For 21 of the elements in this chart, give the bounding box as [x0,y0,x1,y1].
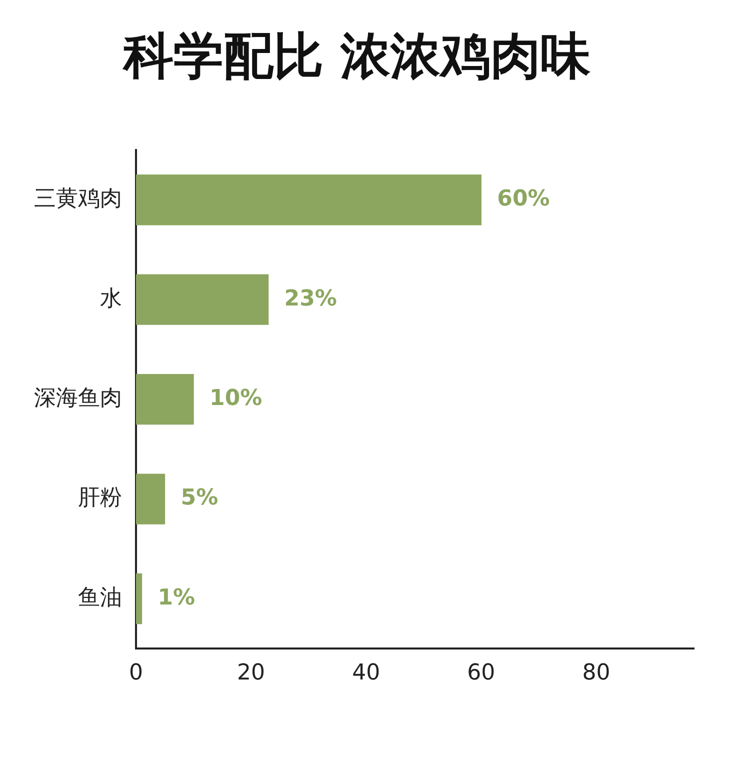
data-label: 60% [497,186,550,212]
x-tick-label: 0 [129,660,143,686]
y-tick-label: 深海鱼肉 [34,386,122,412]
chart-title: 科学配比 浓浓鸡肉味 [121,26,592,85]
y-tick-label: 鱼油 [78,585,122,610]
bar [136,274,269,325]
bar [136,573,142,624]
data-label: 10% [210,386,262,412]
data-label: 5% [180,486,218,511]
bar [136,474,166,524]
y-tick-label: 肝粉 [78,486,122,511]
x-tick-label: 80 [582,660,610,686]
y-tick-label: 三黄鸡肉 [34,186,122,212]
y-tick-label: 水 [100,286,122,312]
bar [136,374,194,425]
data-label: 1% [158,585,196,610]
data-label: 23% [284,286,337,312]
x-tick-label: 60 [467,660,496,686]
x-tick-label: 40 [352,660,380,686]
x-tick-label: 20 [237,660,266,686]
bar [136,174,482,226]
